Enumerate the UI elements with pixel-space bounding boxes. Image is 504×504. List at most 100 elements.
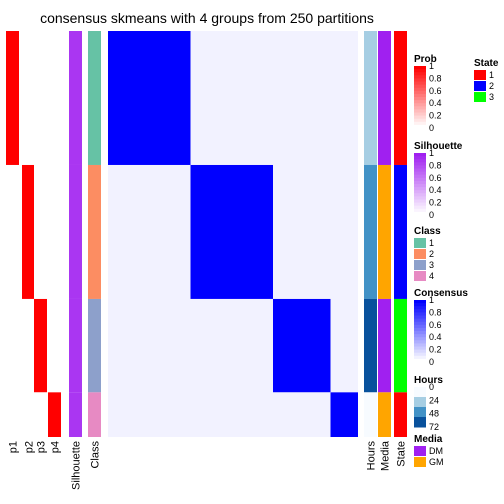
legend-title-media: Media <box>414 434 443 445</box>
right-column-media <box>378 31 391 437</box>
legend-panel: Prob10.80.60.40.20Silhouette10.80.60.40.… <box>414 54 499 467</box>
legend-swatch <box>414 87 426 92</box>
legend-tick-label: 0 <box>429 123 434 133</box>
legend-key-label: 2 <box>429 249 434 259</box>
right-annotation-columns: Hours Media State <box>364 31 408 471</box>
legend-key-label: GM <box>429 457 444 467</box>
right-cell-hours-group-1 <box>364 31 377 165</box>
legend-swatch <box>414 121 426 126</box>
left-cell-p4-group-1 <box>48 31 61 165</box>
legend-swatch <box>414 109 426 113</box>
legend-swatch <box>414 349 426 354</box>
legend-swatch <box>414 315 426 320</box>
right-cell-state-group-3 <box>394 298 407 393</box>
left-cell-class-group-2 <box>88 164 101 299</box>
left-cell-class-group-1 <box>88 31 101 165</box>
legend-swatch <box>414 78 426 82</box>
legend-swatch <box>414 106 426 110</box>
right-cell-media-group-3 <box>378 298 391 393</box>
legend-swatch <box>414 321 426 326</box>
left-column-class <box>88 31 101 437</box>
legend-swatch <box>414 300 426 304</box>
legend-tick-label: 0.6 <box>429 173 442 183</box>
left-cell-p3-group-2 <box>34 164 47 299</box>
legend-swatch <box>414 411 426 414</box>
legend-swatch <box>414 69 426 73</box>
right-cell-state-group-2 <box>394 164 407 299</box>
legend-swatch <box>414 387 426 390</box>
right-cell-hours-group-2 <box>364 164 377 299</box>
left-column-label-p2: p2 <box>24 441 36 453</box>
legend-key-1 <box>414 238 426 248</box>
left-cell-class-group-3 <box>88 298 101 393</box>
legend-swatch <box>414 405 426 408</box>
consensus-block-3-1 <box>108 298 191 393</box>
legend-title-consensus: Consensus <box>414 288 468 299</box>
consensus-matrix <box>108 31 358 437</box>
legend-swatch <box>414 358 426 363</box>
legend-key-3 <box>414 260 426 270</box>
legend-tick-label: 48 <box>429 409 439 419</box>
legend-swatch <box>414 187 426 191</box>
right-cell-state-group-4 <box>394 392 407 437</box>
legend-swatch <box>414 346 426 351</box>
right-column-state <box>394 31 407 437</box>
legend-tick-label: 1 <box>429 61 434 71</box>
legend-key-2 <box>474 81 486 91</box>
right-cell-hours-group-4 <box>364 392 377 437</box>
legend-tick-label: 0.2 <box>429 198 442 208</box>
legend-swatch <box>414 393 426 396</box>
legend-swatch <box>414 159 426 163</box>
legend-swatch <box>414 124 426 129</box>
legend-key-gm <box>414 457 426 467</box>
legend-swatch <box>414 318 426 323</box>
legend-swatch <box>414 93 426 98</box>
left-cell-silhouette-group-3 <box>69 298 82 393</box>
legend-title-silhouette: Silhouette <box>414 141 463 152</box>
legend-tick-label: 0.8 <box>429 73 442 83</box>
legend-swatch <box>414 174 426 179</box>
legend-title-state: State <box>474 58 499 69</box>
legend-tick-label: 0.8 <box>429 307 442 317</box>
right-column-label-media: Media <box>380 440 392 471</box>
right-column-label-state: State <box>396 441 408 467</box>
left-cell-p4-group-3 <box>48 298 61 393</box>
legend-swatch <box>414 115 426 120</box>
left-column-p2 <box>22 31 35 437</box>
left-column-p3 <box>34 31 47 437</box>
legend-swatch <box>414 103 426 107</box>
left-cell-p2-group-1 <box>22 31 35 165</box>
left-column-silhouette <box>69 31 82 437</box>
legend-swatch <box>414 202 426 207</box>
left-cell-p3-group-1 <box>34 31 47 165</box>
legend-title-prob: Prob <box>414 54 437 65</box>
legend-key-label: 3 <box>429 260 434 270</box>
consensus-block-2-4 <box>330 164 358 299</box>
legend-swatch <box>414 168 426 173</box>
left-column-label-p1: p1 <box>8 441 20 453</box>
legend-tick-label: 0.8 <box>429 160 442 170</box>
legend-swatch <box>414 309 426 313</box>
consensus-block-1-2 <box>190 31 273 165</box>
legend-swatch <box>414 343 426 347</box>
legend-key-label: 2 <box>489 81 494 91</box>
legend-key-label: 1 <box>489 70 494 80</box>
legend-tick-label: 0 <box>429 382 434 392</box>
legend-swatch <box>414 413 426 416</box>
legend-swatch <box>414 337 426 341</box>
legend-swatch <box>414 171 426 176</box>
consensus-block-3-3 <box>273 298 331 393</box>
legend-tick-label: 0.4 <box>429 185 442 195</box>
legend-swatch <box>414 211 426 216</box>
legend-swatch <box>414 306 426 310</box>
left-cell-p2-group-3 <box>22 298 35 393</box>
legend-tick-label: 1 <box>429 148 434 158</box>
right-cell-state-group-1 <box>394 31 407 165</box>
legend-swatch <box>414 303 426 307</box>
consensus-block-2-2 <box>190 164 273 299</box>
